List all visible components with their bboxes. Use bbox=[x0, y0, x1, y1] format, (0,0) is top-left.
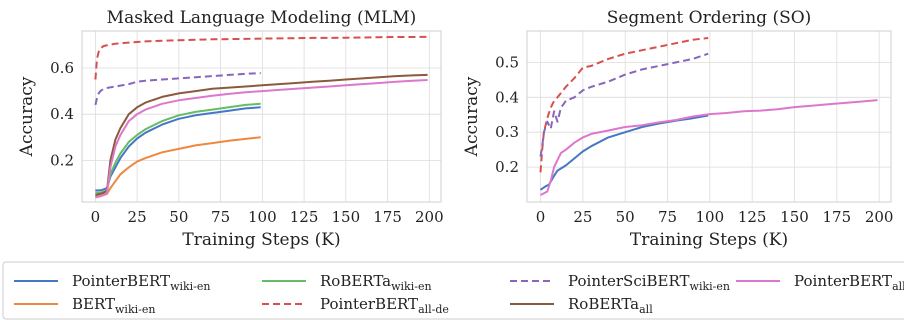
so-xtick-label: 200 bbox=[865, 208, 894, 226]
so-x-axis-label: Training Steps (K) bbox=[630, 230, 788, 250]
so-ytick-label: 0.2 bbox=[495, 158, 519, 176]
so-ytick-label: 0.5 bbox=[495, 53, 519, 71]
mlm-xtick-label: 0 bbox=[91, 208, 101, 226]
legend-label: BERTwiki-en bbox=[72, 295, 155, 316]
mlm-ytick-label: 0.6 bbox=[50, 59, 74, 77]
mlm-ytick-label: 0.2 bbox=[50, 151, 74, 169]
legend-label: PointerBERTall-de bbox=[320, 295, 449, 316]
mlm-xtick-label: 175 bbox=[373, 208, 402, 226]
mlm-xtick-label: 75 bbox=[211, 208, 230, 226]
so-xtick-label: 75 bbox=[658, 208, 677, 226]
so-panel: 0 25 50 75 100 125 150 175 200 0.2 0.3 0.4 0.5 Traini… bbox=[462, 8, 893, 250]
so-chart-title: Segment Ordering (SO) bbox=[607, 8, 812, 28]
mlm-plot-frame bbox=[81, 30, 442, 203]
mlm-series-line-pb-wiki bbox=[95, 106, 261, 192]
mlm-series-line-pscibert-wiki bbox=[94, 72, 261, 106]
so-series-line-pb-all bbox=[540, 99, 878, 196]
mlm-series-line-pb-all bbox=[95, 79, 428, 199]
mlm-panel: 0 25 50 75 100 125 150 175 200 0.2 0.4 0.6 Training … bbox=[17, 8, 444, 250]
mlm-xtick-label: 150 bbox=[332, 208, 361, 226]
legend-frame bbox=[2, 261, 904, 320]
so-y-axis-label: Accuracy bbox=[462, 76, 482, 157]
legend-label: RoBERTaall bbox=[568, 295, 653, 316]
so-series-line-pscibert-wiki bbox=[539, 52, 709, 157]
mlm-xtick-label: 100 bbox=[248, 208, 277, 226]
mlm-y-axis-label: Accuracy bbox=[17, 76, 37, 157]
legend-label: PointerBERTwiki-en bbox=[72, 272, 211, 293]
legend-label: PointerBERTall bbox=[794, 272, 904, 293]
mlm-ytick-label: 0.4 bbox=[50, 105, 74, 123]
mlm-chart-title: Masked Language Modeling (MLM) bbox=[107, 8, 417, 28]
so-xtick-label: 175 bbox=[823, 208, 852, 226]
so-ytick-label: 0.3 bbox=[495, 123, 519, 141]
so-xtick-label: 100 bbox=[696, 208, 725, 226]
mlm-series-line-roberta-all bbox=[95, 73, 428, 197]
so-xtick-label: 0 bbox=[536, 208, 546, 226]
so-series-line-pb-allde bbox=[539, 37, 709, 173]
mlm-series-line-pb-allde bbox=[94, 35, 428, 80]
so-xtick-label: 125 bbox=[738, 208, 767, 226]
mlm-xtick-label: 50 bbox=[169, 208, 188, 226]
mlm-x-axis-label: Training Steps (K) bbox=[182, 230, 340, 250]
mlm-xtick-label: 200 bbox=[415, 208, 444, 226]
so-xtick-label: 50 bbox=[616, 208, 635, 226]
so-xtick-label: 25 bbox=[573, 208, 592, 226]
legend-label: RoBERTawiki-en bbox=[320, 272, 432, 293]
mlm-series-line-bert-wiki bbox=[95, 136, 261, 199]
so-ytick-label: 0.4 bbox=[495, 88, 519, 106]
legend-label: PointerSciBERTwiki-en bbox=[568, 272, 730, 293]
mlm-xtick-label: 125 bbox=[290, 208, 319, 226]
so-xtick-label: 150 bbox=[780, 208, 809, 226]
mlm-xtick-label: 25 bbox=[128, 208, 147, 226]
so-plot-frame bbox=[526, 30, 892, 203]
